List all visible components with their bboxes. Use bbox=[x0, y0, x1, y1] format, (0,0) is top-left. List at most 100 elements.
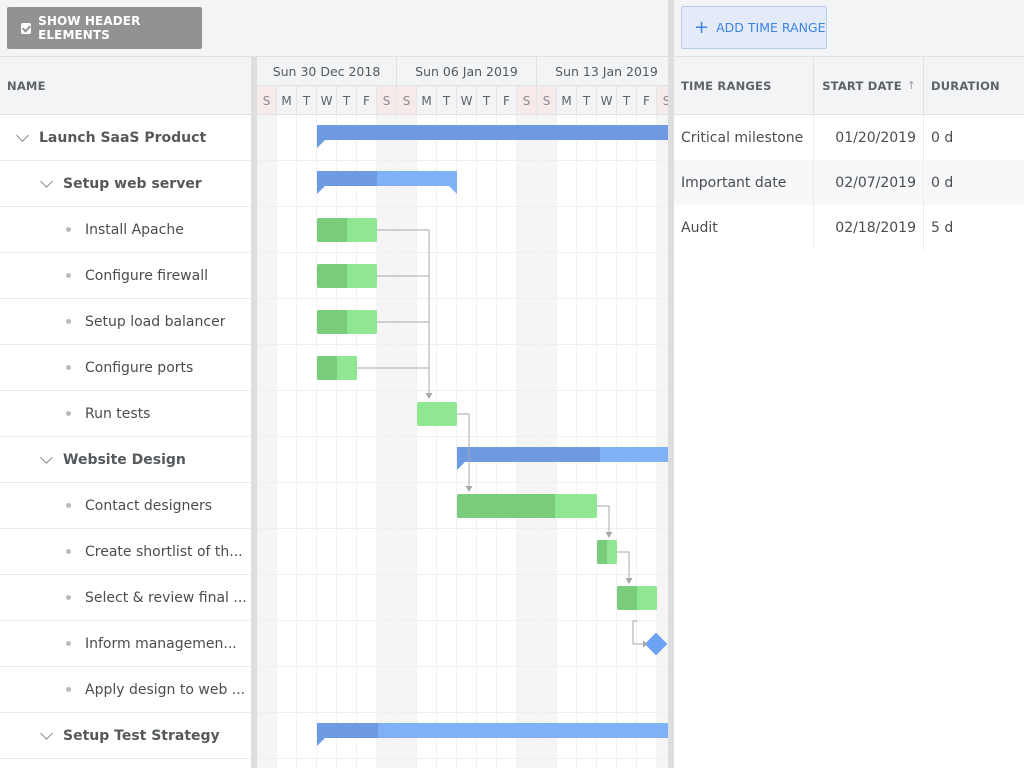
task-name: Apply design to web ... bbox=[85, 681, 246, 698]
bullet-icon bbox=[66, 503, 71, 508]
time-range-row[interactable]: Critical milestone 01/20/2019 0 d bbox=[674, 115, 1024, 160]
time-ranges-header: TIME RANGES START DATE ↑ DURATION bbox=[674, 57, 1024, 115]
tree-row[interactable]: Inform managemen... bbox=[0, 621, 251, 667]
tree-row[interactable]: Select & review final ... bbox=[0, 575, 251, 621]
time-range-duration[interactable]: 5 d bbox=[931, 219, 954, 236]
time-range-start-date[interactable]: 02/07/2019 bbox=[814, 160, 924, 205]
tree-row-parent[interactable]: Launch SaaS Product bbox=[0, 115, 251, 161]
row-gridline bbox=[257, 160, 668, 161]
task-name: Configure firewall bbox=[85, 267, 208, 284]
show-header-elements-button[interactable]: SHOW HEADER ELEMENTS bbox=[7, 7, 202, 49]
task-name: Run tests bbox=[85, 405, 151, 422]
time-range-name[interactable]: Audit bbox=[674, 205, 814, 250]
chevron-down-icon[interactable] bbox=[40, 450, 53, 464]
dependency-line[interactable] bbox=[457, 413, 470, 491]
tree-row[interactable]: Install Apache bbox=[0, 207, 251, 253]
summary-end-cap bbox=[449, 186, 457, 194]
dependency-line[interactable] bbox=[632, 620, 643, 645]
summary-bar[interactable] bbox=[457, 447, 668, 470]
checkbox-checked-icon bbox=[21, 22, 32, 34]
day-gridline bbox=[536, 115, 537, 768]
time-range-name[interactable]: Critical milestone bbox=[674, 115, 814, 160]
day-header-cell: S bbox=[657, 86, 668, 114]
dependency-arrow-icon bbox=[625, 578, 633, 584]
time-range-duration[interactable]: 0 d bbox=[931, 174, 954, 191]
task-name: Setup Test Strategy bbox=[63, 727, 220, 744]
task-bar[interactable] bbox=[317, 264, 377, 288]
task-name: Select & review final ... bbox=[85, 589, 247, 606]
chevron-down-icon[interactable] bbox=[16, 128, 29, 142]
task-bar[interactable] bbox=[457, 494, 597, 518]
time-range-row[interactable]: Audit 02/18/2019 5 d bbox=[674, 205, 1024, 250]
grid-splitter[interactable] bbox=[251, 57, 257, 768]
task-name: Configure ports bbox=[85, 359, 194, 376]
dependency-line[interactable] bbox=[377, 229, 430, 398]
tree-row[interactable]: Contact designers bbox=[0, 483, 251, 529]
day-gridline bbox=[596, 115, 597, 768]
tree-row[interactable]: Run tests bbox=[0, 391, 251, 437]
time-ranges-column-header[interactable]: TIME RANGES bbox=[674, 57, 814, 114]
summary-bar[interactable] bbox=[317, 171, 457, 194]
chevron-down-icon[interactable] bbox=[40, 726, 53, 740]
bullet-icon bbox=[66, 641, 71, 646]
day-gridline bbox=[376, 115, 377, 768]
week-header-cell: Sun 30 Dec 2018 bbox=[257, 57, 397, 86]
time-range-start-date[interactable]: 01/20/2019 bbox=[814, 115, 924, 160]
chevron-down-icon[interactable] bbox=[40, 174, 53, 188]
summary-bar[interactable] bbox=[317, 723, 668, 746]
tree-row[interactable]: Configure firewall bbox=[0, 253, 251, 299]
summary-start-cap bbox=[317, 140, 325, 148]
row-gridline bbox=[257, 252, 668, 253]
tree-row[interactable]: Setup load balancer bbox=[0, 299, 251, 345]
day-gridline bbox=[396, 115, 397, 768]
tree-row-parent[interactable]: Setup web server bbox=[0, 161, 251, 207]
day-header-cell: T bbox=[617, 86, 637, 114]
time-range-start-date[interactable]: 02/18/2019 bbox=[814, 205, 924, 250]
row-gridline bbox=[257, 436, 668, 437]
day-header-cell: S bbox=[517, 86, 537, 114]
day-header-cell: T bbox=[437, 86, 457, 114]
task-name: Launch SaaS Product bbox=[39, 129, 207, 146]
tree-row[interactable]: Apply design to web ... bbox=[0, 667, 251, 713]
day-header-cell: T bbox=[297, 86, 317, 114]
task-name: Setup load balancer bbox=[85, 313, 226, 330]
tree-row[interactable]: Configure ports bbox=[0, 345, 251, 391]
progress-fill bbox=[317, 310, 347, 334]
name-column-header[interactable]: NAME bbox=[0, 57, 251, 115]
summary-bar[interactable] bbox=[317, 125, 668, 148]
task-bar[interactable] bbox=[317, 356, 357, 380]
task-bar[interactable] bbox=[317, 218, 377, 242]
dependency-line[interactable] bbox=[617, 551, 630, 583]
time-range-row[interactable]: Important date 02/07/2019 0 d bbox=[674, 160, 1024, 205]
weekend-column bbox=[377, 115, 397, 768]
panel-splitter[interactable] bbox=[668, 0, 674, 768]
duration-column-header[interactable]: DURATION bbox=[924, 57, 1024, 114]
day-header-cell: S bbox=[397, 86, 417, 114]
day-header-cell: T bbox=[477, 86, 497, 114]
task-bar[interactable] bbox=[617, 586, 657, 610]
dependency-line[interactable] bbox=[597, 505, 610, 537]
summary-start-cap bbox=[457, 462, 465, 470]
day-header-cell: S bbox=[377, 86, 397, 114]
progress-fill bbox=[317, 264, 347, 288]
task-bar[interactable] bbox=[417, 402, 457, 426]
tree-row[interactable]: Create shortlist of th... bbox=[0, 529, 251, 575]
start-date-column-header[interactable]: START DATE ↑ bbox=[814, 57, 924, 114]
row-gridline bbox=[257, 482, 668, 483]
tree-row-parent[interactable]: Setup Test Strategy bbox=[0, 713, 251, 759]
progress-fill bbox=[457, 494, 555, 518]
task-bar[interactable] bbox=[317, 310, 377, 334]
day-gridline bbox=[276, 115, 277, 768]
timeline-header: Sun 30 Dec 2018 Sun 06 Jan 2019 Sun 13 Jan… bbox=[257, 57, 668, 115]
task-name: Setup web server bbox=[63, 175, 202, 192]
tree-row-parent[interactable]: Website Design bbox=[0, 437, 251, 483]
progress-fill bbox=[317, 723, 378, 738]
dependency-arrow-icon bbox=[643, 640, 648, 648]
time-range-duration[interactable]: 0 d bbox=[931, 129, 954, 146]
bullet-icon bbox=[66, 549, 71, 554]
task-bar[interactable] bbox=[597, 540, 617, 564]
timeline-body[interactable] bbox=[257, 115, 668, 768]
add-time-range-button[interactable]: + ADD TIME RANGE bbox=[681, 6, 827, 49]
time-range-name[interactable]: Important date bbox=[674, 160, 814, 205]
day-gridline bbox=[356, 115, 357, 768]
